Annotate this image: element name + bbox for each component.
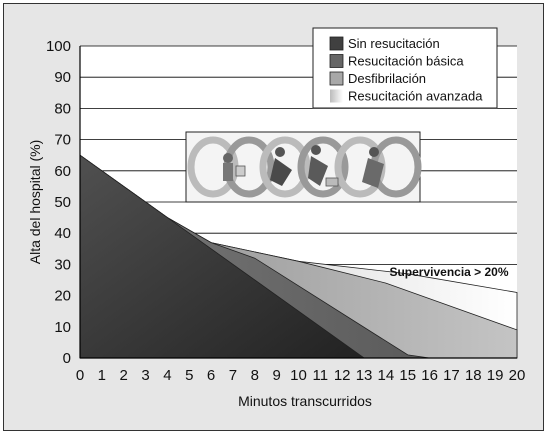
x-tick-label: 2 xyxy=(120,367,128,384)
legend-swatch-desfibrilacion xyxy=(329,71,344,86)
legend-swatch-sin-resucitacion xyxy=(329,36,344,51)
x-tick-label: 3 xyxy=(141,367,149,384)
x-tick-label: 8 xyxy=(251,367,259,384)
legend: Sin resucitación Resucitación básica Desfi… xyxy=(312,27,498,109)
y-axis-label: Alta del hospital (%) xyxy=(27,140,43,265)
x-tick-labels: 0 1 2 3 4 5 6 7 8 9 10 11 12 13 14 15 16 17 18 19 20 xyxy=(76,367,526,384)
y-tick-label: 100 xyxy=(46,38,71,55)
x-tick-label: 19 xyxy=(487,367,504,384)
x-tick-label: 1 xyxy=(98,367,106,384)
y-tick-label: 0 xyxy=(63,350,71,367)
y-tick-label: 40 xyxy=(54,225,71,242)
x-tick-label: 7 xyxy=(229,367,237,384)
x-tick-label: 16 xyxy=(421,367,438,384)
x-tick-label: 4 xyxy=(163,367,171,384)
chain-of-survival-illustration xyxy=(185,131,422,203)
legend-swatch-resucitacion-avanzada xyxy=(330,89,343,103)
x-tick-label: 13 xyxy=(356,367,373,384)
x-tick-label: 5 xyxy=(185,367,193,384)
y-tick-label: 20 xyxy=(54,288,71,305)
x-tick-label: 11 xyxy=(313,367,329,384)
y-tick-label: 10 xyxy=(54,319,71,336)
legend-swatch-resucitacion-basica xyxy=(329,54,344,68)
legend-label-desfibrilacion: Desfibrilación xyxy=(348,71,426,86)
y-tick-label: 90 xyxy=(54,69,71,86)
x-axis-label: Minutos transcurridos xyxy=(238,393,372,409)
x-tick-label: 14 xyxy=(378,367,395,384)
x-tick-label: 17 xyxy=(443,367,460,384)
y-tick-labels: 0 10 20 30 40 50 60 70 80 90 100 xyxy=(46,38,71,367)
x-tick-label: 9 xyxy=(272,367,280,384)
x-tick-label: 6 xyxy=(207,367,215,384)
y-tick-label: 50 xyxy=(54,194,71,211)
legend-label-resucitacion-basica: Resucitación básica xyxy=(348,54,464,69)
y-tick-label: 80 xyxy=(54,100,71,117)
y-tick-label: 70 xyxy=(54,132,71,149)
x-tick-label: 12 xyxy=(334,367,351,384)
y-tick-label: 60 xyxy=(54,163,71,180)
x-tick-label: 20 xyxy=(509,367,526,384)
legend-label-sin-resucitacion: Sin resucitación xyxy=(348,36,440,51)
x-tick-label: 10 xyxy=(290,367,307,384)
x-tick-label: 0 xyxy=(76,367,84,384)
x-tick-label: 15 xyxy=(399,367,416,384)
y-tick-label: 30 xyxy=(54,256,71,273)
annotation-survival: Supervivencia > 20% xyxy=(389,265,508,279)
x-tick-label: 18 xyxy=(465,367,482,384)
legend-label-resucitacion-avanzada: Resucitación avanzada xyxy=(348,89,483,104)
